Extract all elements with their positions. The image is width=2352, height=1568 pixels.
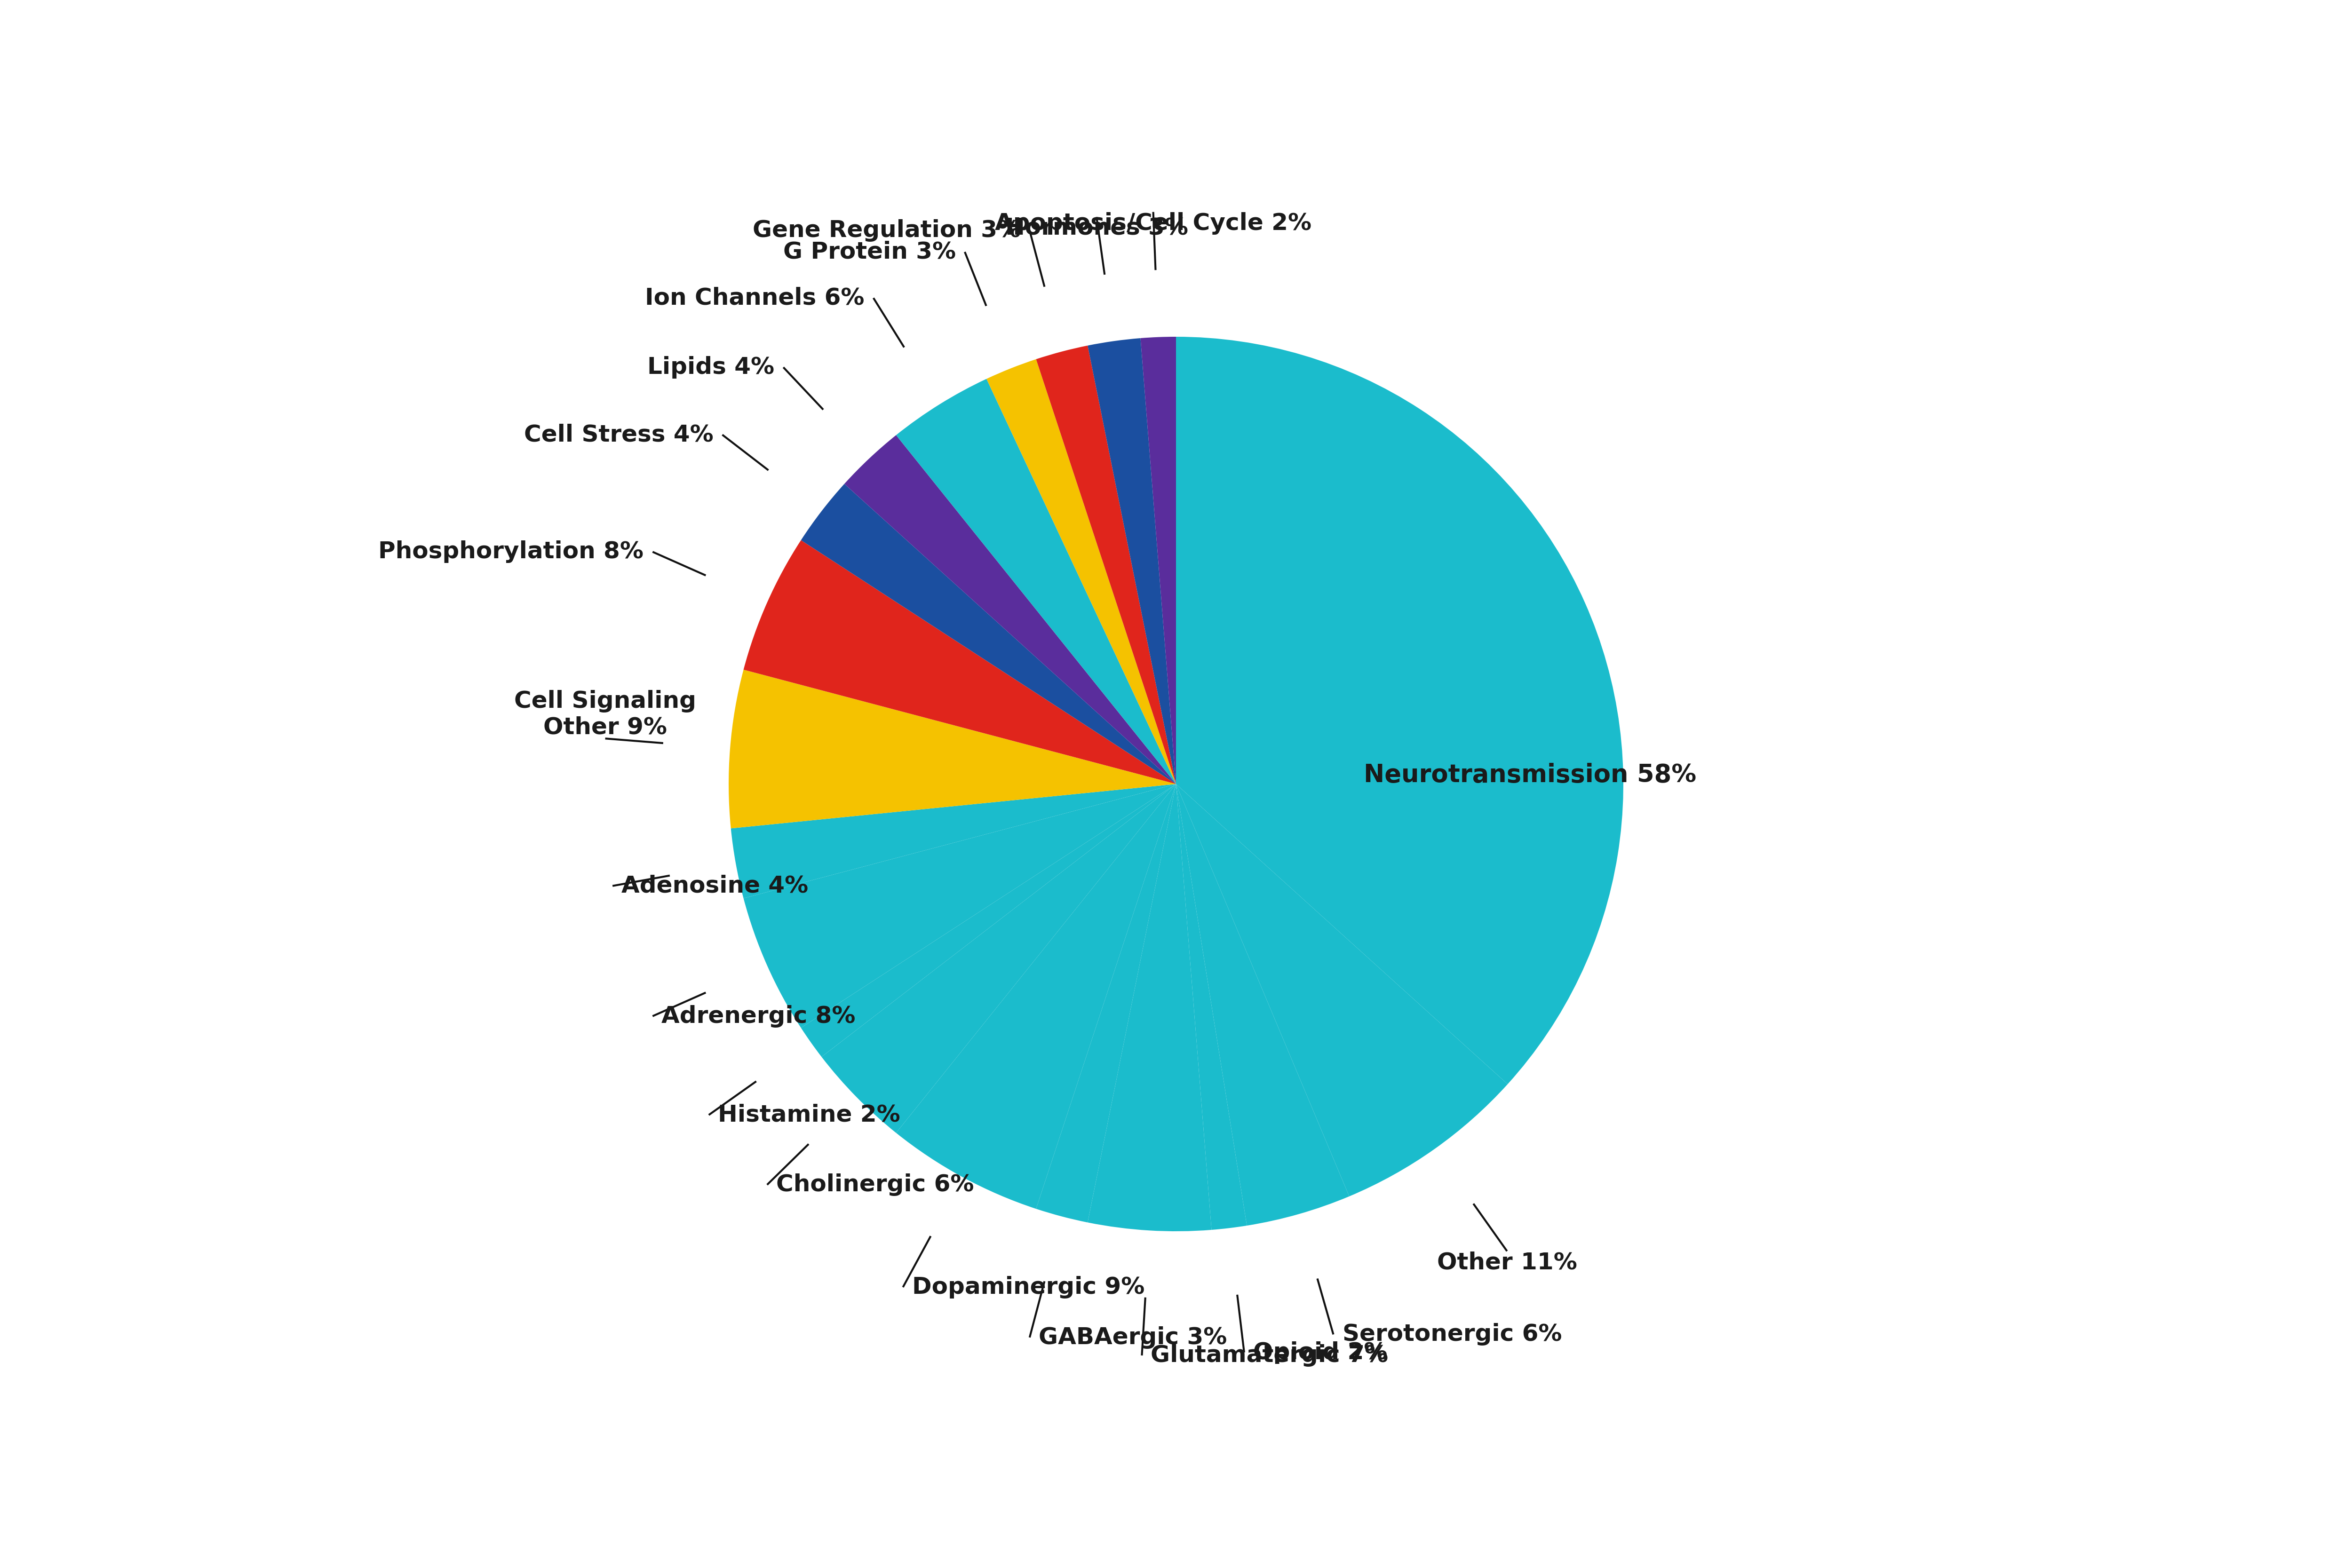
Text: Cholinergic 6%: Cholinergic 6% bbox=[776, 1173, 974, 1196]
Text: Adenosine 4%: Adenosine 4% bbox=[621, 875, 809, 897]
Wedge shape bbox=[743, 784, 1176, 1029]
Wedge shape bbox=[821, 784, 1176, 1134]
Wedge shape bbox=[743, 539, 1176, 784]
Text: Adrenergic 8%: Adrenergic 8% bbox=[661, 1005, 856, 1027]
Wedge shape bbox=[1037, 345, 1176, 784]
Wedge shape bbox=[731, 784, 1176, 898]
Wedge shape bbox=[729, 670, 1176, 828]
Wedge shape bbox=[896, 379, 1176, 784]
Text: Lipids 4%: Lipids 4% bbox=[647, 356, 774, 378]
Wedge shape bbox=[844, 434, 1176, 784]
Wedge shape bbox=[1037, 784, 1176, 1223]
Wedge shape bbox=[1087, 784, 1211, 1231]
Text: Histamine 2%: Histamine 2% bbox=[717, 1104, 901, 1126]
Wedge shape bbox=[802, 784, 1176, 1057]
Wedge shape bbox=[1176, 784, 1350, 1226]
Text: Hormones 3%: Hormones 3% bbox=[1004, 216, 1188, 240]
Wedge shape bbox=[1176, 784, 1508, 1196]
Wedge shape bbox=[1141, 337, 1176, 784]
Text: Other 11%: Other 11% bbox=[1437, 1251, 1578, 1273]
Text: Apoptosis/Cell Cycle 2%: Apoptosis/Cell Cycle 2% bbox=[995, 212, 1312, 235]
Text: Neurotransmission 58%: Neurotransmission 58% bbox=[1364, 762, 1696, 787]
Text: Glutamatergic 7%: Glutamatergic 7% bbox=[1150, 1344, 1388, 1367]
Text: Gene Regulation 3%: Gene Regulation 3% bbox=[753, 220, 1021, 241]
Wedge shape bbox=[985, 359, 1176, 784]
Wedge shape bbox=[1087, 339, 1176, 784]
Text: G Protein 3%: G Protein 3% bbox=[783, 240, 955, 263]
Text: Cell Signaling
Other 9%: Cell Signaling Other 9% bbox=[515, 690, 696, 739]
Text: Phosphorylation 8%: Phosphorylation 8% bbox=[379, 541, 644, 563]
Wedge shape bbox=[802, 485, 1176, 784]
Text: GABAergic 3%: GABAergic 3% bbox=[1040, 1327, 1228, 1348]
Text: Cell Stress 4%: Cell Stress 4% bbox=[524, 423, 713, 445]
Text: Opioid 2%: Opioid 2% bbox=[1254, 1341, 1388, 1364]
Wedge shape bbox=[896, 784, 1176, 1209]
Text: Ion Channels 6%: Ion Channels 6% bbox=[644, 287, 866, 309]
Text: Dopaminergic 9%: Dopaminergic 9% bbox=[913, 1276, 1145, 1298]
Wedge shape bbox=[1176, 784, 1247, 1229]
Wedge shape bbox=[1176, 337, 1623, 1083]
Text: Serotonergic 6%: Serotonergic 6% bbox=[1343, 1323, 1562, 1345]
